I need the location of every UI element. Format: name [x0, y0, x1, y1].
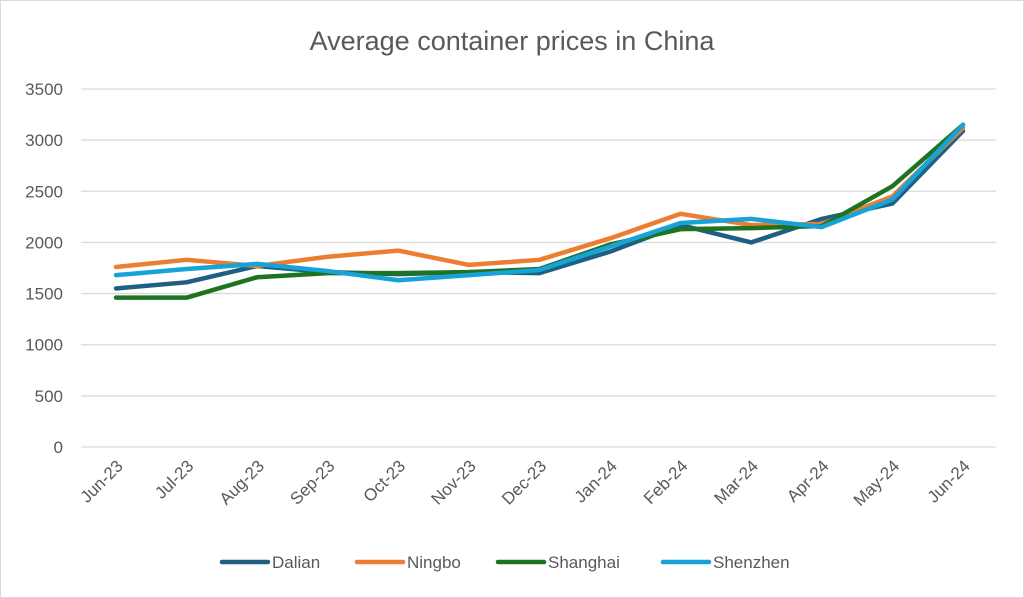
legend-label: Shanghai	[548, 553, 620, 572]
x-tick-label: Feb-24	[640, 456, 692, 508]
legend-label: Dalian	[272, 553, 320, 572]
y-tick-label: 3500	[25, 80, 63, 99]
series-line-shenzhen	[113, 122, 966, 283]
series-line-ningbo	[113, 125, 966, 270]
x-tick-label: Jun-23	[77, 456, 127, 506]
y-tick-label: 2500	[25, 182, 63, 201]
x-tick-label: Aug-23	[216, 456, 268, 508]
x-tick-label: Jul-23	[151, 456, 197, 502]
x-tick-label: Jun-24	[924, 456, 974, 506]
x-tick-label: May-24	[850, 456, 904, 510]
y-tick-label: 3000	[25, 131, 63, 150]
x-tick-label: Oct-23	[360, 456, 410, 506]
legend-label: Ningbo	[407, 553, 461, 572]
chart-title: Average container prices in China	[310, 26, 716, 56]
y-tick-label: 0	[54, 438, 63, 457]
x-tick-label: Apr-24	[783, 456, 833, 506]
x-tick-label: Dec-23	[498, 456, 550, 508]
y-tick-label: 1000	[25, 336, 63, 355]
x-tick-label: Mar-24	[711, 456, 763, 508]
x-tick-label: Sep-23	[286, 456, 338, 508]
x-tick-label: Nov-23	[428, 456, 480, 508]
y-tick-label: 500	[35, 387, 63, 406]
y-tick-label: 1500	[25, 285, 63, 304]
legend-label: Shenzhen	[713, 553, 790, 572]
y-tick-label: 2000	[25, 233, 63, 252]
x-tick-label: Jan-24	[571, 456, 621, 506]
